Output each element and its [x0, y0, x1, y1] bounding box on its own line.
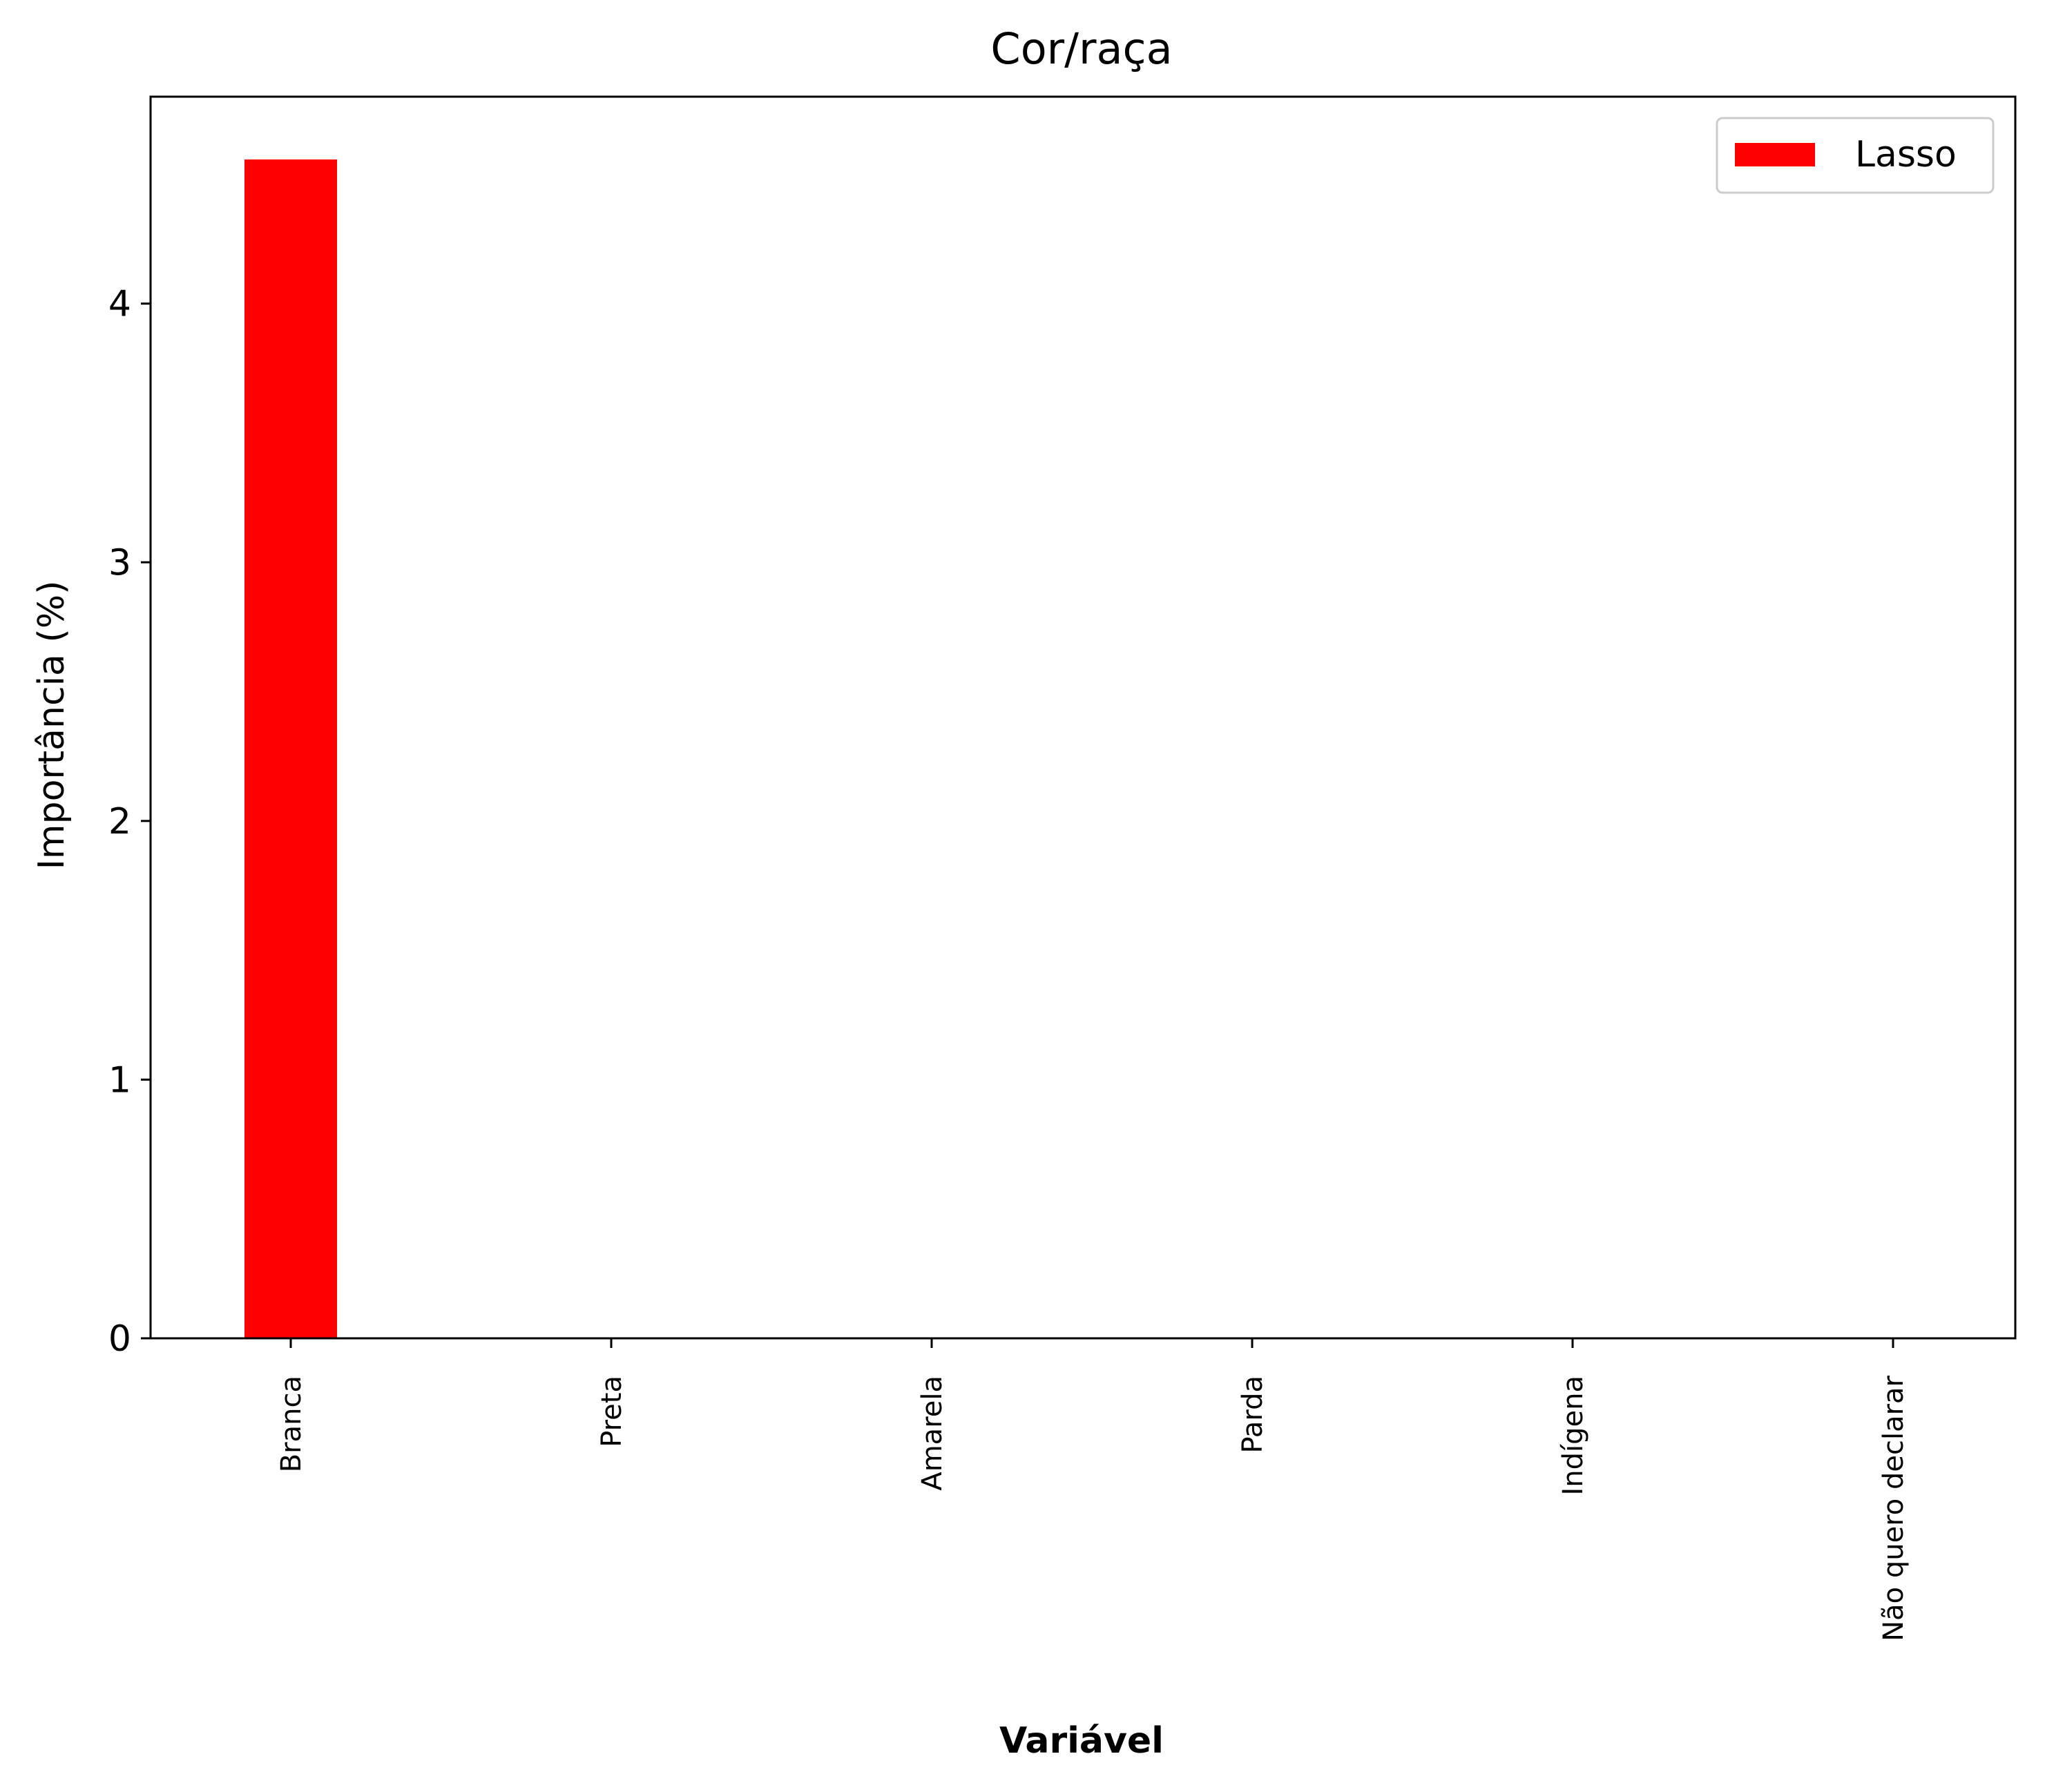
- x-tick-label: Parda: [1237, 1376, 1269, 1453]
- legend-label-lasso: Lasso: [1855, 134, 1957, 175]
- plot-area-frame: [149, 95, 2017, 1340]
- y-tick-label: 1: [108, 1059, 131, 1101]
- x-axis-label: Variável: [999, 1720, 1164, 1762]
- chart-title: Cor/raça: [990, 23, 1172, 74]
- y-axis-label: Importância (%): [31, 581, 73, 870]
- legend-frame: [1716, 117, 1995, 194]
- y-axis-ticks: 0 1 2 3 4: [108, 284, 151, 1360]
- x-tick-label: Não quero declarar: [1878, 1375, 1910, 1641]
- x-tick-label: Branca: [276, 1376, 307, 1472]
- y-tick-label: 0: [108, 1318, 131, 1360]
- x-axis-ticks: Branca Preta Amarela Parda Indígena Não quero…: [276, 1338, 1910, 1641]
- x-tick-label: Indígena: [1557, 1376, 1589, 1496]
- y-tick-label: 4: [108, 284, 131, 325]
- bar-branca: [243, 157, 338, 1339]
- bars: [243, 157, 338, 1339]
- x-tick-label: Preta: [596, 1376, 628, 1447]
- y-tick-label: 2: [108, 801, 131, 842]
- legend-swatch-lasso: [1735, 143, 1815, 166]
- y-tick-label: 3: [108, 542, 131, 584]
- legend: Lasso: [1716, 117, 1995, 194]
- x-tick-label: Amarela: [916, 1376, 948, 1491]
